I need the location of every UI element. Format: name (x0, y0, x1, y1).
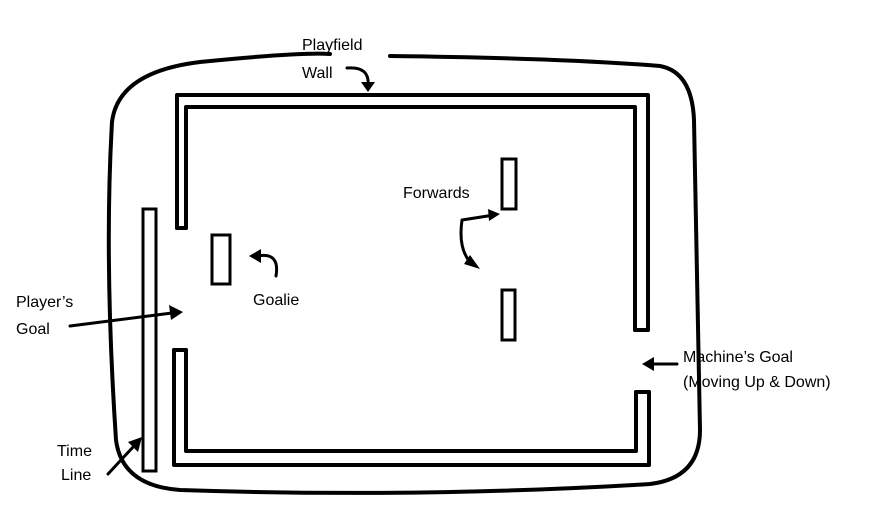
players-goal-arrow (68, 311, 174, 328)
forwards-arrow (459, 213, 496, 264)
playfield-wall-label-line1: Playfield (302, 37, 362, 54)
time-line-bar (141, 207, 158, 473)
goalie-paddle (210, 233, 232, 286)
time-line-label-line2: Line (61, 467, 91, 484)
playfield-wall-top-inner (184, 105, 637, 332)
playfield-wall-arrowhead (361, 82, 375, 92)
forwards-arrowhead-upper (488, 209, 500, 221)
playfield-wall-top-caps (175, 226, 650, 332)
goalie-arrow (256, 253, 279, 278)
time-line-label-line1: Time (57, 443, 92, 460)
playfield-wall-bottom (172, 348, 651, 467)
forward-paddle-top (500, 157, 518, 211)
players-goal-label-line1: Player’s (16, 294, 73, 311)
forwards-label: Forwards (403, 185, 470, 202)
playfield-wall-bottom-inner (184, 348, 638, 453)
machines-goal-label-line1: Machine’s Goal (683, 349, 793, 366)
forwards-arrowhead-lower (464, 255, 480, 269)
playfield-wall-bottom-caps (172, 348, 651, 394)
forward-paddle-bottom (500, 288, 517, 342)
players-goal-label-line2: Goal (16, 321, 50, 338)
goalie-arrowhead (249, 249, 261, 263)
time-line-arrowhead (128, 437, 142, 452)
goalie-label: Goalie (253, 292, 299, 309)
machines-goal-arrowhead (642, 357, 654, 371)
machines-goal-label-line2: (Moving Up & Down) (683, 374, 831, 391)
playfield-wall-top (175, 93, 650, 332)
screen-border (106, 51, 702, 495)
players-goal-arrowhead (169, 305, 183, 320)
time-line-arrow (106, 444, 136, 476)
playfield-wall-label-line2: Wall (302, 65, 333, 82)
